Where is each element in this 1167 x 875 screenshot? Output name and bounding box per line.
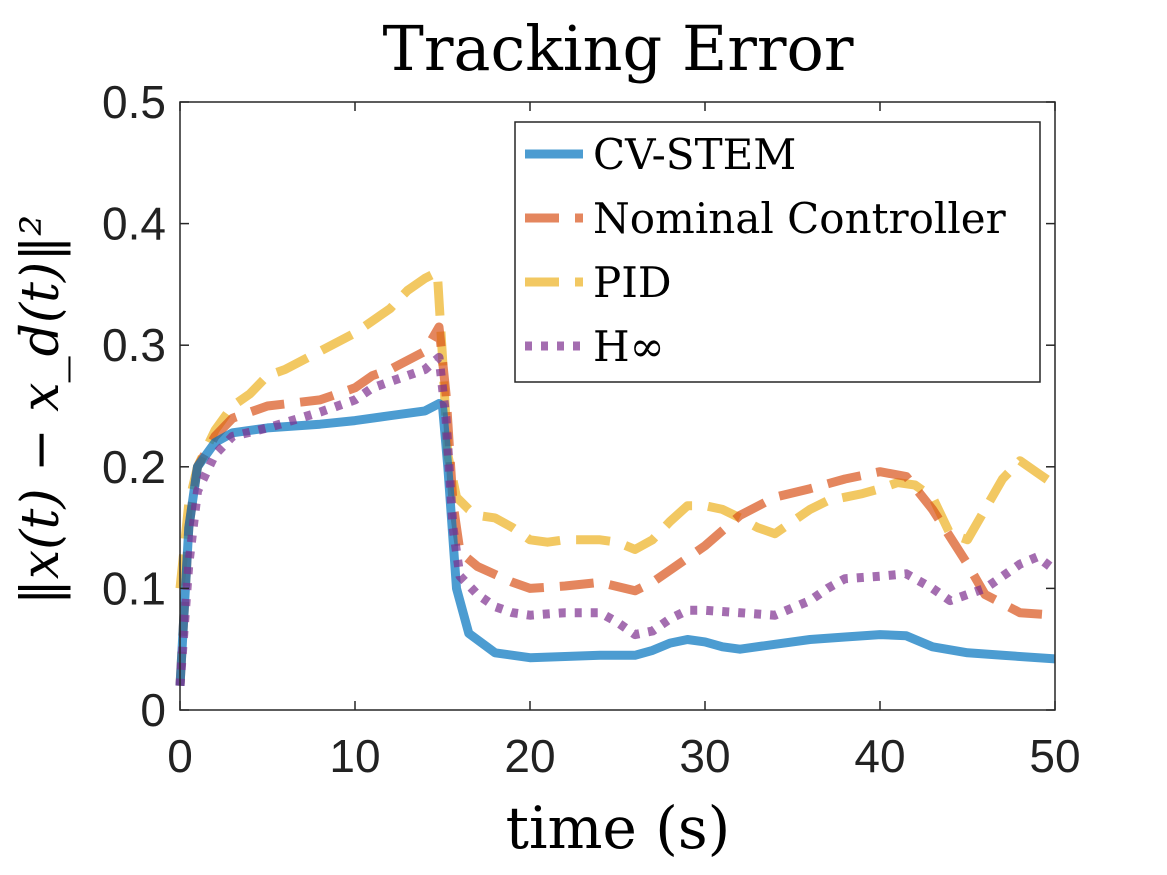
plot-area-frame: [179, 101, 1056, 711]
legend-label: PID: [593, 258, 672, 307]
y-tick-label: 0.4: [102, 198, 166, 250]
y-axis-label: ‖x(t) − x_d(t)‖²: [11, 215, 71, 605]
series-line-pid: [175, 267, 1058, 589]
legend: CV-STEM Nominal Controller PID H∞: [514, 121, 1041, 383]
y-tick-label: 0.5: [102, 76, 166, 128]
series-line-h: [175, 352, 1058, 687]
x-tick-label: 40: [854, 730, 905, 782]
y-axis-ticks: 0 0.1 0.2 0.3 0.4 0.5: [102, 76, 1055, 736]
x-axis-ticks: 0 10 20 30 40 50: [167, 102, 1081, 782]
y-tick-label: 0.3: [102, 319, 166, 371]
y-tick-label: 0.1: [102, 562, 166, 614]
series-line-nominal-controller: [175, 322, 1056, 686]
y-tick-label: 0.2: [102, 441, 166, 493]
series-line-cv-stem: [175, 399, 1056, 686]
legend-box: [514, 121, 1041, 383]
x-axis-label: time (s): [506, 794, 731, 862]
chart-title: Tracking Error: [383, 12, 854, 85]
legend-label: CV-STEM: [593, 130, 796, 179]
x-tick-label: 0: [167, 730, 193, 782]
x-tick-label: 10: [329, 730, 380, 782]
legend-label: Nominal Controller: [593, 194, 1007, 243]
x-tick-label: 20: [504, 730, 555, 782]
series-layer: [175, 267, 1058, 687]
y-tick-label: 0: [140, 684, 166, 736]
x-tick-label: 30: [679, 730, 730, 782]
legend-label: H∞: [593, 322, 665, 371]
x-tick-label: 50: [1029, 730, 1080, 782]
